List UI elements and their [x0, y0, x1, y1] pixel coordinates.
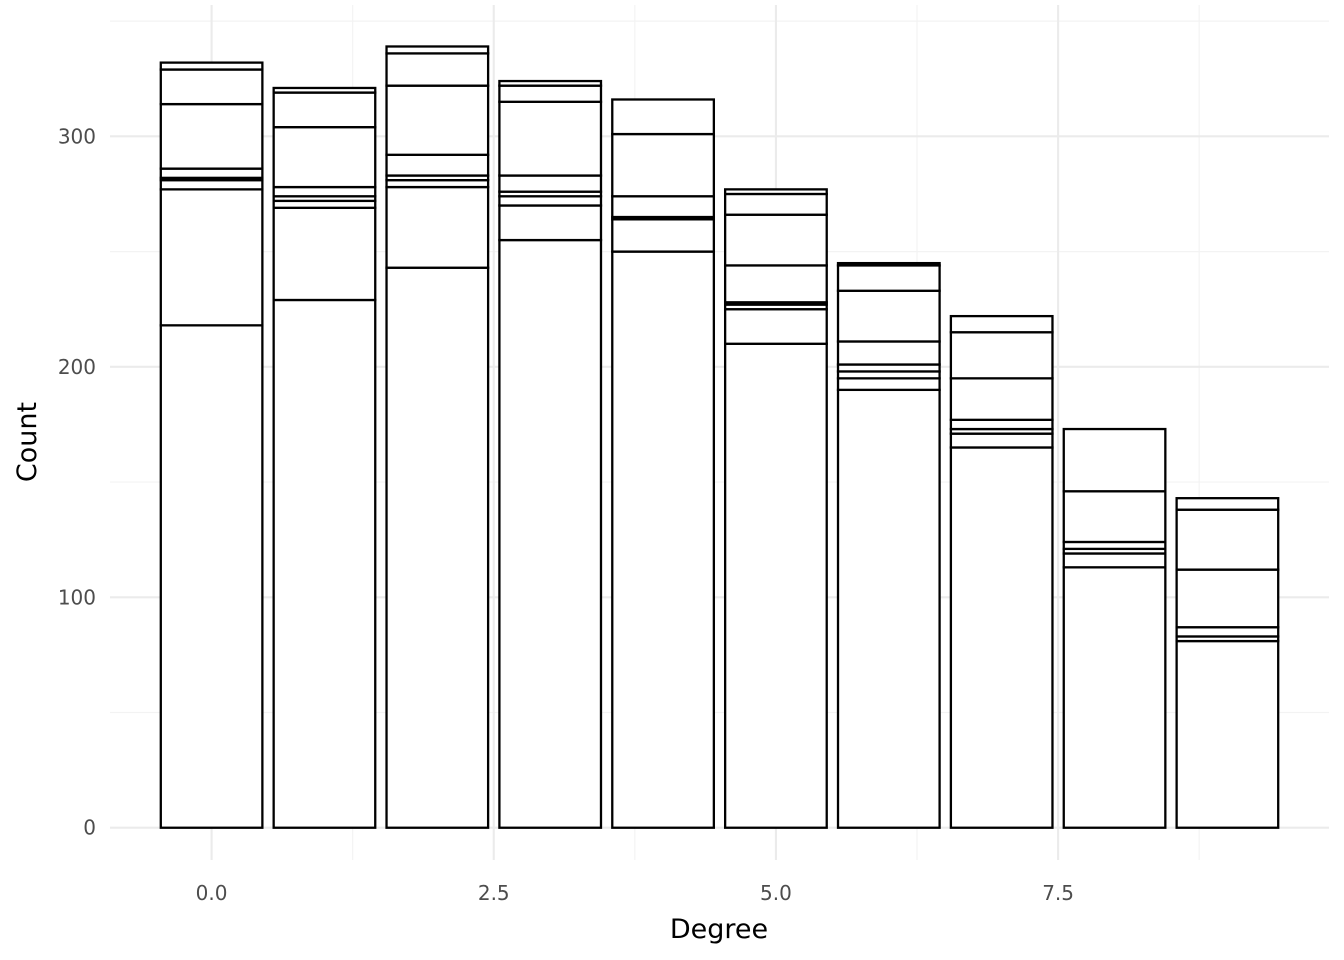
bar-segment	[159, 68, 264, 106]
bar-segment	[611, 218, 716, 253]
bar-segment	[498, 174, 603, 193]
bar-segment	[723, 213, 828, 267]
y-tick-label: 300	[58, 124, 96, 148]
bar-segment	[1175, 568, 1280, 629]
bar-segment	[385, 84, 490, 156]
bar-segment	[498, 84, 603, 103]
bar	[1175, 497, 1280, 829]
bar-segment	[498, 100, 603, 177]
bar-segment	[159, 167, 264, 179]
bar-segment	[272, 86, 377, 94]
bar	[272, 86, 377, 829]
bar	[949, 314, 1054, 829]
x-axis-title: Degree	[670, 914, 768, 945]
bar-segment	[836, 289, 941, 343]
bar-segment	[385, 45, 490, 55]
bar-segment	[949, 446, 1054, 829]
bar-segment	[723, 264, 828, 304]
bar-segment	[1062, 490, 1167, 544]
x-tick-label: 0.0	[196, 881, 228, 905]
bar-segment	[723, 192, 828, 216]
bar	[723, 188, 828, 829]
bar-segment	[611, 250, 716, 829]
bar-segment	[1062, 427, 1167, 493]
x-axis-tick-labels: 0.0 2.5 5.0 7.5	[196, 881, 1074, 905]
bar-segment	[272, 185, 377, 198]
bar-segment	[272, 298, 377, 829]
bar-segment	[1175, 508, 1280, 571]
x-tick-label: 2.5	[478, 881, 510, 905]
y-tick-label: 100	[58, 585, 96, 609]
bar-segment	[498, 79, 603, 87]
bars	[159, 45, 1280, 829]
bar-segment	[385, 185, 490, 269]
bar-segment	[1175, 639, 1280, 829]
bar-segment	[385, 153, 490, 177]
x-tick-label: 7.5	[1042, 881, 1074, 905]
bar-segment	[611, 98, 716, 136]
bar-segment	[498, 195, 603, 207]
bar-segment	[836, 377, 941, 392]
bar-segment	[836, 340, 941, 366]
bar-segment	[1062, 552, 1167, 569]
bar-segment	[949, 418, 1054, 431]
bar-segment	[949, 331, 1054, 380]
bar-segment	[1062, 566, 1167, 829]
x-tick-label: 5.0	[760, 881, 792, 905]
bar	[611, 98, 716, 829]
bar-segment	[949, 377, 1054, 421]
bar-segment	[272, 125, 377, 189]
bar-segment	[949, 432, 1054, 449]
bar-segment	[159, 324, 264, 829]
y-tick-label: 200	[58, 355, 96, 379]
bar	[1062, 427, 1167, 829]
bar-segment	[723, 308, 828, 345]
bar-segment	[836, 264, 941, 292]
bar-segment	[611, 132, 716, 198]
bar-segment	[159, 178, 264, 191]
bar-segment	[1175, 626, 1280, 638]
bar-segment	[723, 188, 828, 196]
bar-segment	[272, 91, 377, 129]
y-axis-tick-labels: 0 100 200 300	[58, 124, 96, 839]
bar-segment	[949, 314, 1054, 334]
y-tick-label: 0	[83, 816, 96, 840]
bar-segment	[385, 52, 490, 87]
bar-segment	[836, 261, 941, 267]
bar-segment	[385, 266, 490, 829]
bar-segment	[611, 195, 716, 219]
bar-segment	[498, 238, 603, 829]
bar-segment	[723, 342, 828, 829]
bar-segment	[159, 188, 264, 327]
bar	[836, 261, 941, 829]
bar-segment	[159, 61, 264, 71]
bar-segment	[836, 388, 941, 829]
y-axis-title: Count	[12, 402, 43, 482]
bar	[498, 79, 603, 829]
bar-segment	[1175, 497, 1280, 511]
bar-segment	[159, 102, 264, 170]
bar	[385, 45, 490, 829]
bar	[159, 61, 264, 829]
bar-segment	[272, 206, 377, 302]
bar-segment	[498, 204, 603, 242]
